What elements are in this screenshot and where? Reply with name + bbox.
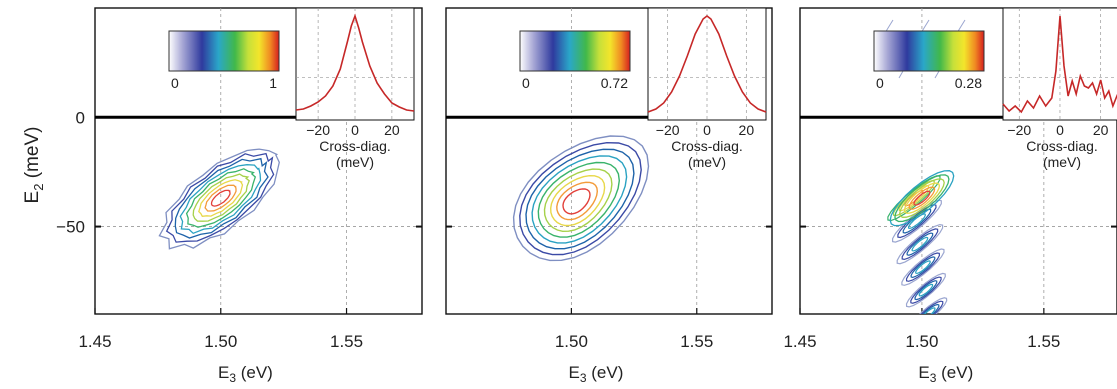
x-tick-label: 1.45 (783, 332, 816, 351)
contour-line (512, 135, 650, 262)
colorbar-min-label: 0 (876, 75, 884, 91)
contour-line (922, 303, 940, 314)
inset-x-tick-label: 0 (351, 122, 359, 138)
contour-line (556, 181, 599, 221)
contour-line (887, 175, 941, 222)
contour-line (905, 272, 946, 308)
inset-x-tick-label: 20 (384, 122, 400, 138)
inset-x-tick-label: 20 (739, 122, 755, 138)
x-tick-label: 1.50 (204, 332, 237, 351)
x-axis-title: E3 (eV) (918, 363, 973, 385)
inset-x-tick-label: 20 (1093, 122, 1109, 138)
contour-line (889, 170, 955, 227)
contour-line (903, 182, 941, 214)
contour-line (893, 180, 935, 217)
inset-x-tick-label: −20 (656, 122, 680, 138)
inset-xlabel: Cross-diag. (319, 138, 391, 154)
contour-line (198, 179, 244, 217)
contour-line (915, 260, 931, 275)
x-tick-label: 1.45 (78, 332, 111, 351)
contour-line (192, 173, 250, 222)
x-tick-label: 1.55 (1027, 332, 1060, 351)
contour-line (897, 204, 937, 239)
contour-line (185, 168, 257, 228)
contour-group (158, 148, 280, 250)
y-tick-label: 0 (76, 108, 85, 127)
chart-panel-3: 1.45 1.50 1.55 E3 (eV) 0 0.28 −20 0 20Cross-diag… (783, 7, 1117, 385)
contour-line (901, 228, 939, 261)
x-tick-label: 1.50 (905, 332, 938, 351)
x-axis-title: E3 (eV) (569, 363, 624, 385)
plot-frame (445, 7, 773, 315)
inset-line (295, 13, 415, 112)
y-tick-label: −50 (56, 218, 85, 237)
y-axis-title: E2 (meV) (22, 127, 46, 204)
contour-line (919, 297, 948, 314)
inset-xlabel-unit: (meV) (688, 154, 726, 170)
inset-xlabel: Cross-diag. (1026, 138, 1098, 154)
contour-line (905, 252, 941, 282)
inset-line (647, 14, 767, 113)
inset-line (1002, 15, 1117, 114)
plot-frame (94, 7, 423, 315)
colorbar (873, 30, 985, 72)
contour-line (549, 174, 606, 227)
x-axis-title: E3 (eV) (218, 363, 273, 385)
contour-line (519, 141, 642, 256)
inset-x-tick-label: −20 (1007, 122, 1031, 138)
chart-panel-2: 1.50 1.55 E3 (eV) 0 0.72 −20 0 20Cross-diag.(me… (445, 7, 773, 385)
contour-line (924, 307, 936, 314)
contour-line (918, 283, 934, 297)
contour-line (908, 186, 936, 210)
colorbar (519, 30, 631, 72)
plot-frame (799, 7, 1117, 315)
contour-line (174, 157, 269, 239)
inset-x-tick-label: −20 (306, 122, 330, 138)
contour-line (894, 174, 950, 223)
contour-line (525, 148, 635, 250)
inset-x-tick-label: 0 (703, 122, 711, 138)
contour-group (512, 135, 650, 262)
contour-line (911, 236, 929, 252)
x-tick-label: 1.55 (680, 332, 713, 351)
contour-line (537, 161, 621, 238)
inset-xlabel-unit: (meV) (1043, 154, 1081, 170)
contour-line (899, 178, 945, 218)
contour-line (910, 276, 942, 304)
contour-line (210, 189, 231, 207)
inset-xlabel: Cross-diag. (671, 138, 743, 154)
chart-panel-1: 1.45 1.50 1.55 0 −50 E3 (eV) 0 1 −20 0 20Cross-dia… (56, 7, 423, 385)
colorbar (168, 30, 280, 72)
contour-line (910, 256, 936, 279)
colorbar-max-label: 0.28 (955, 75, 982, 91)
contour-line (158, 148, 280, 250)
inset-xlabel-unit: (meV) (336, 154, 374, 170)
inset-x-tick-label: 0 (1056, 122, 1064, 138)
colorbar-min-label: 0 (171, 75, 179, 91)
x-tick-label: 1.55 (330, 332, 363, 351)
contour-line (913, 190, 931, 206)
colorbar-min-label: 0 (522, 75, 530, 91)
colorbar-max-label: 0.72 (601, 75, 628, 91)
contour-line (914, 280, 938, 301)
contour-line (901, 248, 945, 286)
contour-line (896, 223, 944, 265)
contour-line (531, 155, 628, 244)
contour-line (906, 232, 934, 256)
contour-line (543, 168, 613, 233)
x-tick-label: 1.50 (555, 332, 588, 351)
colorbar-max-label: 1 (269, 75, 277, 91)
contour-line (920, 300, 944, 314)
contour-line (165, 152, 275, 243)
contour-line (179, 164, 262, 235)
contour-line (562, 188, 591, 215)
contour-line (204, 184, 237, 212)
